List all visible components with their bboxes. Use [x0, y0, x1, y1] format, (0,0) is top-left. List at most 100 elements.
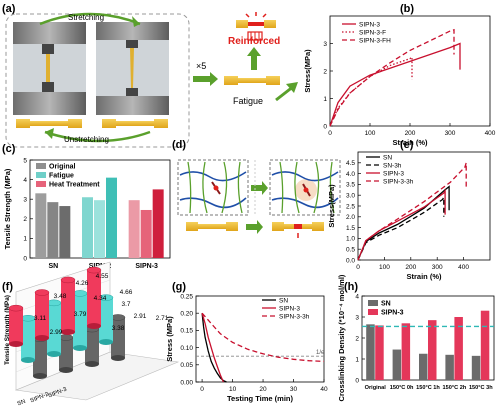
bar — [366, 324, 375, 380]
stretching-label: Stretching — [68, 13, 104, 22]
bar-base — [47, 351, 61, 357]
series-line — [201, 312, 325, 363]
x-tick-label: 400 — [485, 130, 496, 137]
bar-base — [9, 341, 23, 347]
bar — [152, 189, 164, 258]
bar-base — [35, 335, 49, 341]
bar — [33, 338, 47, 376]
bar-base — [61, 329, 75, 335]
panel-label: (f) — [2, 281, 13, 293]
x-axis-label: Strain (%) — [406, 272, 442, 281]
series-line — [357, 185, 450, 261]
data-label: 3.11 — [34, 315, 47, 322]
y-tick-label: 0.0 — [346, 257, 355, 264]
data-label: 4.66 — [120, 289, 133, 296]
y-tick-label: 1.0 — [346, 236, 355, 243]
bar — [94, 200, 105, 258]
bar-top — [86, 266, 102, 274]
y-tick-label: 0.10 — [180, 345, 193, 352]
bar — [21, 318, 35, 360]
legend-swatch — [36, 163, 46, 169]
series-line — [329, 56, 413, 127]
legend-label: SIPN-3 — [383, 170, 404, 177]
x-category-label: SN — [48, 263, 58, 270]
bar-base — [85, 361, 99, 367]
y-axis-label: Crosslinking Density (*10⁻⁴ mol/ml) — [337, 274, 346, 401]
y-tick-label: 0.5 — [346, 247, 355, 254]
data-label: 4.26 — [76, 280, 89, 287]
bar-top — [110, 314, 126, 321]
series-line — [329, 28, 455, 127]
legend-label: SN — [383, 154, 392, 161]
bar — [35, 193, 47, 258]
bar-base — [99, 339, 113, 345]
y-tick-label: 2 — [23, 216, 27, 223]
photo-stretching-2 — [96, 22, 169, 115]
bar-base — [33, 373, 47, 379]
panel-label: (g) — [172, 281, 186, 293]
y-tick-label: 3.0 — [346, 193, 355, 200]
x-category-label: 150°C 0h — [390, 385, 414, 391]
legend-label: SIPN-3-FH — [359, 37, 391, 44]
up-arrow-icon — [247, 47, 261, 70]
y-tick-label: 1.5 — [346, 225, 355, 232]
x-category-label: 150°C 1h — [416, 385, 440, 391]
legend-label: Original — [49, 164, 76, 171]
bar — [375, 325, 384, 380]
bar — [128, 200, 140, 258]
x-tick-label: 0 — [200, 386, 204, 393]
x-tick-label: 100 — [379, 264, 390, 271]
x-tick-label: 200 — [405, 264, 416, 271]
x-category-label: 150°C 3h — [469, 385, 493, 391]
bar — [59, 206, 71, 258]
fatigue-label: Fatigue — [233, 96, 263, 106]
legend-label: SIPN-3 — [381, 310, 404, 317]
bar — [454, 317, 463, 380]
dogbone-before — [186, 222, 238, 231]
data-label: 2.91 — [134, 313, 147, 320]
reinforced-label: Reinforced — [228, 36, 280, 47]
plot-frame — [195, 295, 325, 383]
stretching-arrow-icon — [39, 12, 141, 26]
panel-label: (b) — [400, 3, 414, 15]
data-label: 2.99 — [50, 329, 63, 336]
y-tick-label: 2 — [355, 335, 359, 342]
fatigue-specimen — [224, 76, 280, 85]
x-category-label: Original — [365, 385, 387, 391]
bar-base — [59, 367, 73, 373]
y-tick-label: 1 — [323, 96, 327, 103]
bar — [106, 177, 117, 258]
arrowhead-icon — [286, 82, 298, 93]
y-axis-label: Tensile Strength (MPa) — [3, 168, 12, 249]
legend-swatch — [368, 300, 378, 306]
y-tick-label: 2.0 — [346, 214, 355, 221]
bar — [87, 270, 101, 326]
x-tick-label: 300 — [445, 130, 456, 137]
bar — [99, 297, 113, 342]
bar — [419, 353, 428, 380]
legend-swatch — [36, 172, 46, 178]
panel-d: (d) — [172, 139, 341, 238]
chart-g: (g) 0 10 20 30 40 0.00 0.05 0.10 0.15 0.20 0.25 Test… — [165, 281, 328, 403]
panel-a: (a) Stretching — [2, 3, 298, 148]
data-label: 4.55 — [96, 273, 109, 280]
x-tick-label: 0 — [356, 264, 360, 271]
bar — [85, 329, 99, 364]
x-tick-label: 10 — [229, 386, 237, 393]
bar-top — [20, 314, 36, 322]
bar — [471, 355, 481, 380]
legend-label: SN-3h — [383, 162, 402, 169]
x-tick-label: 200 — [405, 130, 416, 137]
x-category-label: 150°C 2h — [443, 385, 467, 391]
bar — [480, 310, 490, 380]
y-axis-label: Tensile Strength (MPa) — [4, 295, 11, 365]
series-line — [357, 195, 445, 261]
legend-label: SIPN-3-F — [359, 29, 386, 36]
bar — [47, 302, 61, 354]
reinforced-specimen — [236, 12, 276, 28]
x-category-label: SN — [17, 399, 27, 406]
y-tick-label: 4 — [355, 293, 359, 300]
unstretching-arrow-icon — [44, 130, 151, 143]
y-tick-label: 0.15 — [180, 328, 193, 335]
panel-label: (h) — [344, 281, 358, 293]
